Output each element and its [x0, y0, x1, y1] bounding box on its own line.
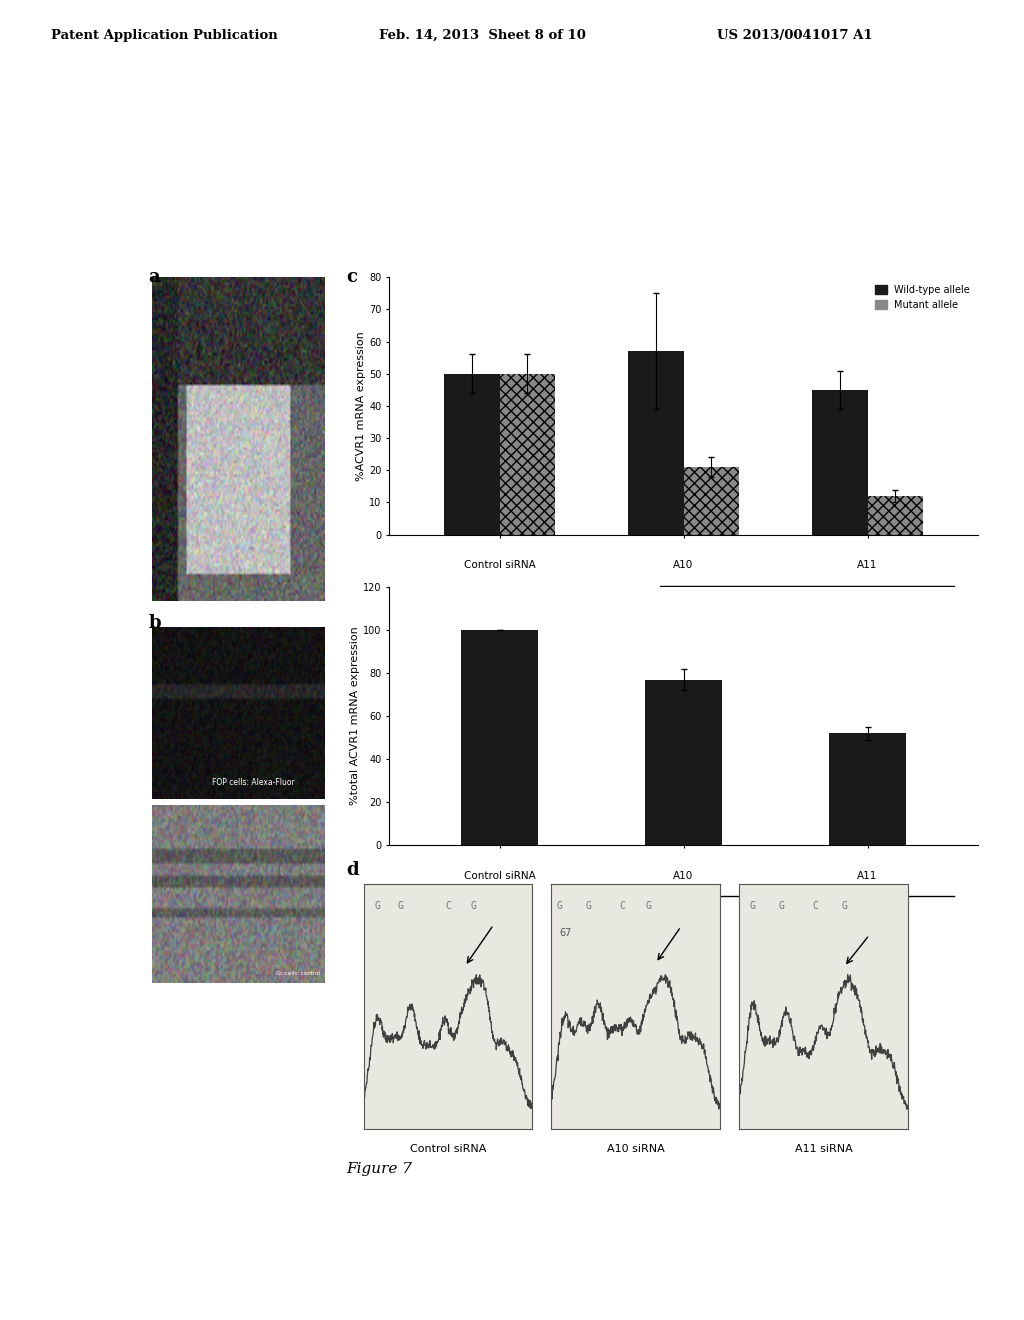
Y-axis label: %total ACVR1 mRNA expression: %total ACVR1 mRNA expression [350, 627, 360, 805]
Text: A10: A10 [674, 871, 693, 880]
Text: Patent Application Publication: Patent Application Publication [51, 29, 278, 42]
Text: G: G [397, 902, 403, 912]
Text: G: G [778, 902, 784, 912]
Text: Figure 7: Figure 7 [346, 1162, 412, 1176]
Bar [500, 374, 555, 535]
Text: b: b [148, 614, 161, 632]
Text: c: c [346, 268, 357, 286]
Text: A10: A10 [674, 560, 693, 570]
Text: G: G [585, 902, 591, 912]
Bar [812, 389, 867, 535]
Text: G: G [556, 902, 562, 912]
Text: A11: A11 [857, 560, 878, 570]
Text: G: G [470, 902, 476, 912]
Bar [444, 374, 500, 535]
Text: c.617AsiRNA: c.617AsiRNA [738, 912, 813, 925]
Text: Control siRNA: Control siRNA [464, 560, 536, 570]
Text: Feb. 14, 2013  Sheet 8 of 10: Feb. 14, 2013 Sheet 8 of 10 [379, 29, 586, 42]
Text: 67: 67 [559, 928, 571, 939]
Text: G: G [646, 902, 652, 912]
Text: G: G [750, 902, 756, 912]
Text: c.617AsiRNA: c.617AsiRNA [738, 602, 813, 615]
Text: C: C [618, 902, 625, 912]
Bar [828, 734, 906, 845]
Bar [629, 351, 684, 535]
Legend: Wild-type allele, Mutant allele: Wild-type allele, Mutant allele [872, 282, 973, 313]
Text: G: G [374, 902, 380, 912]
Bar [461, 631, 539, 845]
Text: d: d [346, 861, 358, 879]
Text: Control siRNA: Control siRNA [464, 871, 536, 880]
Text: C: C [812, 902, 818, 912]
Text: Gc cells: control: Gc cells: control [276, 972, 321, 977]
Bar [645, 680, 722, 845]
Text: Control siRNA: Control siRNA [410, 1144, 486, 1155]
Text: G: G [841, 902, 847, 912]
Text: C: C [445, 902, 451, 912]
Bar [867, 496, 923, 535]
Text: A10 siRNA: A10 siRNA [606, 1144, 665, 1155]
Text: US 2013/0041017 A1: US 2013/0041017 A1 [717, 29, 872, 42]
Bar [684, 467, 738, 535]
Text: A11 siRNA: A11 siRNA [795, 1144, 853, 1155]
Text: A11: A11 [857, 871, 878, 880]
Text: FOP cells: Alexa-Fluor: FOP cells: Alexa-Fluor [212, 777, 295, 787]
Text: a: a [148, 268, 160, 286]
Y-axis label: %ACVR1 mRNA expression: %ACVR1 mRNA expression [356, 331, 367, 480]
